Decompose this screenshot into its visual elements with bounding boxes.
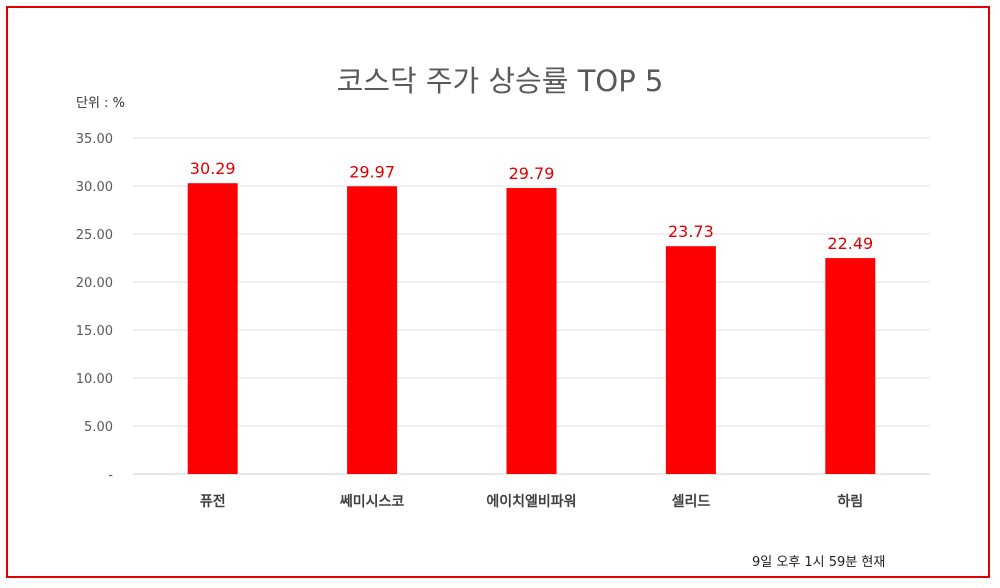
bar <box>506 188 557 475</box>
x-tick-label: 에이치엘비파워 <box>486 493 576 510</box>
timestamp-note: 9일 오후 1시 59분 현재 <box>752 555 886 570</box>
chart-frame <box>6 6 990 578</box>
data-label: 30.29 <box>190 159 236 178</box>
x-tick-label: 하림 <box>837 493 863 510</box>
x-tick-label: 퓨전 <box>200 493 226 510</box>
chart-title: 코스닥 주가 상승률 TOP 5 <box>336 64 664 98</box>
y-tick-label: 15.00 <box>76 324 113 339</box>
y-tick-label: 35.00 <box>76 132 113 147</box>
unit-label: 단위 : % <box>76 96 125 111</box>
data-label: 29.79 <box>509 164 555 183</box>
y-tick-label: 25.00 <box>76 228 113 243</box>
y-tick-label: 10.00 <box>76 372 113 387</box>
y-tick-label: 5.00 <box>84 420 113 435</box>
y-tick-label: 30.00 <box>76 180 113 195</box>
bar <box>825 258 876 474</box>
bar <box>187 183 238 474</box>
y-tick-label: - <box>108 468 113 483</box>
data-label: 23.73 <box>668 222 714 241</box>
x-tick-label: 셀리드 <box>672 494 711 510</box>
bar <box>347 186 398 474</box>
bar <box>665 246 716 474</box>
data-label: 29.97 <box>349 162 395 181</box>
data-label: 22.49 <box>827 234 873 253</box>
x-tick-label: 쎄미시스코 <box>340 494 405 510</box>
y-tick-label: 20.00 <box>76 276 113 291</box>
